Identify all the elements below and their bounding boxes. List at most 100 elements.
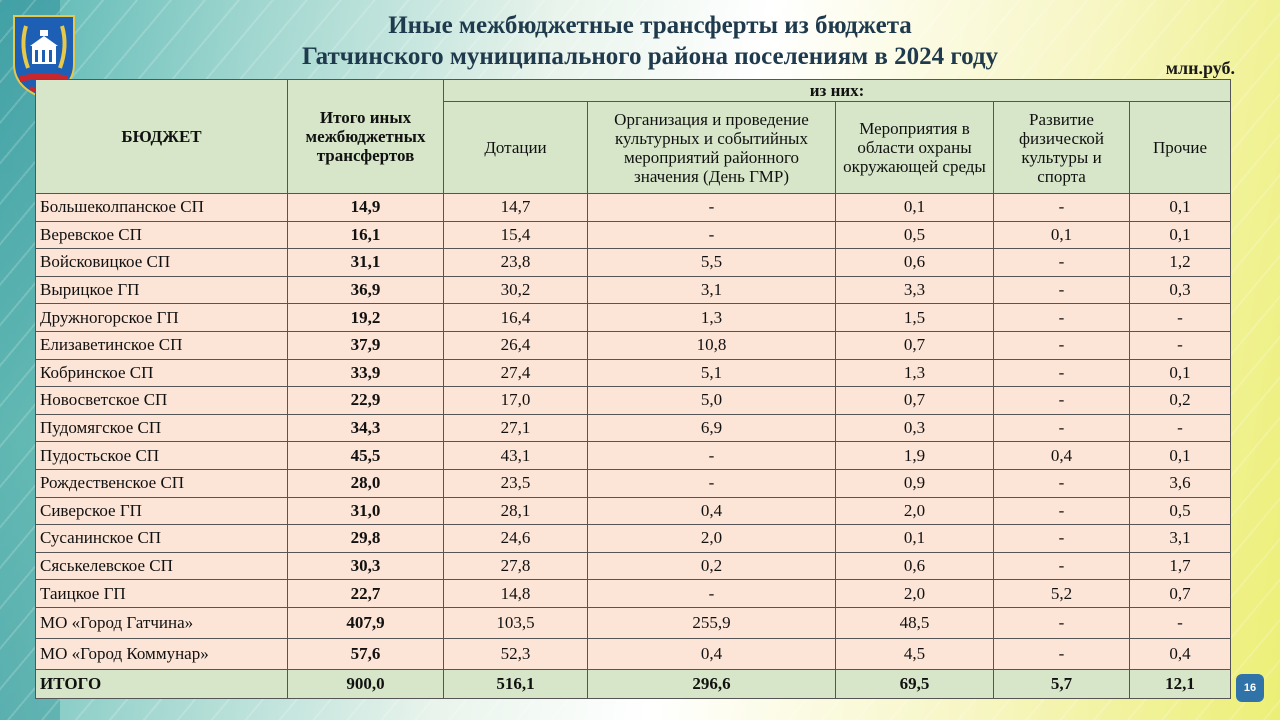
cell-sport: -	[993, 275, 1130, 305]
cell-total: 33,9	[287, 358, 444, 388]
cell-name: Рождественское СП	[35, 468, 288, 498]
cell-name: Пудомягское СП	[35, 413, 288, 443]
cell-other: -	[1128, 303, 1232, 332]
cell-ecology: 4,5	[835, 637, 994, 670]
cell-culture: 0,2	[587, 551, 836, 581]
cell-ecology: 0,6	[835, 248, 994, 277]
transfers-table: БЮДЖЕТ Итого иных межбюджетных трансферт…	[35, 79, 1232, 699]
table-row: Елизаветинское СП 37,9 26,4 10,8 0,7- -	[35, 330, 1232, 360]
cell-other: 1,2	[1128, 248, 1232, 277]
cell-culture: 6,9	[587, 413, 836, 443]
cell-name: Кобринское СП	[35, 358, 288, 388]
cell-subsidies: 27,4	[443, 358, 588, 388]
cell-name: МО «Город Коммунар»	[35, 637, 288, 670]
cell-sport: 5,2	[993, 579, 1130, 608]
cell-total: 30,3	[287, 551, 444, 581]
cell-ecology: 1,9	[835, 441, 994, 470]
cell-total: 22,9	[287, 386, 444, 415]
cell-ecology: 0,9	[835, 468, 994, 498]
cell-total: 29,8	[287, 524, 444, 553]
title-line-2: Гатчинского муниципального района поселе…	[301, 43, 999, 70]
cell-other: 3,6	[1128, 468, 1232, 498]
table-row: Сиверское ГП 31,0 28,1 0,4 2,0-0,5	[35, 496, 1232, 526]
cell-subsidies: 52,3	[443, 637, 588, 670]
cell-ecology: 2,0	[835, 496, 994, 526]
cell-culture: 5,0	[587, 386, 836, 415]
header-ecology: Мероприятия в области охраны окружающей …	[835, 101, 994, 194]
summary-other: 12,1	[1128, 668, 1232, 699]
cell-other: 0,3	[1128, 275, 1232, 305]
cell-subsidies: 24,6	[443, 524, 588, 553]
cell-name: Елизаветинское СП	[35, 330, 288, 360]
cell-culture: 0,4	[587, 637, 836, 670]
header-of-which: из них:	[442, 79, 1232, 102]
cell-name: Веревское СП	[35, 220, 288, 250]
cell-other: 3,1	[1128, 524, 1232, 553]
cell-culture: 10,8	[587, 330, 836, 360]
cell-total: 16,1	[287, 220, 444, 250]
cell-culture: 5,1	[587, 358, 836, 388]
cell-total: 14,9	[287, 193, 444, 222]
cell-subsidies: 17,0	[443, 386, 588, 415]
table-row: Рождественское СП 28,0 23,5-0,9-3,6	[35, 468, 1232, 498]
cell-culture: 255,9	[587, 606, 836, 639]
cell-other: 0,1	[1128, 193, 1232, 222]
cell-subsidies: 26,4	[443, 330, 588, 360]
summary-row: ИТОГО 900,0 516,1 296,6 69,5 5,7 12,1	[35, 668, 1232, 699]
cell-other: 0,4	[1128, 637, 1232, 670]
cell-other: -	[1128, 330, 1232, 360]
cell-subsidies: 27,8	[443, 551, 588, 581]
cell-name: Сиверское ГП	[35, 496, 288, 526]
header-subsidies: Дотации	[443, 101, 588, 194]
cell-total: 57,6	[287, 637, 444, 670]
cell-subsidies: 43,1	[443, 441, 588, 470]
cell-other: 0,7	[1128, 579, 1232, 608]
cell-total: 45,5	[287, 441, 444, 470]
header-culture: Организация и проведение культурных и со…	[587, 101, 836, 194]
cell-sport: -	[993, 386, 1130, 415]
cell-other: 0,1	[1128, 358, 1232, 388]
cell-name: Таицкое ГП	[35, 579, 288, 608]
cell-ecology: 0,5	[835, 220, 994, 250]
cell-total: 28,0	[287, 468, 444, 498]
summary-sport: 5,7	[993, 668, 1130, 699]
table-row: Новосветское СП 22,9 17,0 5,0 0,7-0,2	[35, 386, 1232, 415]
cell-sport: -	[993, 358, 1130, 388]
cell-other: -	[1128, 413, 1232, 443]
cell-sport: -	[993, 496, 1130, 526]
cell-other: 0,1	[1128, 441, 1232, 470]
cell-total: 22,7	[287, 579, 444, 608]
cell-subsidies: 103,5	[443, 606, 588, 639]
cell-other: -	[1128, 606, 1232, 639]
cell-subsidies: 23,8	[443, 248, 588, 277]
cell-culture: 2,0	[587, 524, 836, 553]
table-row: Пудостьское СП 45,5 43,1-1,9 0,4 0,1	[35, 441, 1232, 470]
cell-ecology: 1,3	[835, 358, 994, 388]
table-row: Сяськелевское СП 30,3 27,8 0,2 0,6-1,7	[35, 551, 1232, 581]
cell-sport: 0,4	[993, 441, 1130, 470]
cell-total: 37,9	[287, 330, 444, 360]
table-row: Пудомягское СП 34,3 27,1 6,9 0,3- -	[35, 413, 1232, 443]
summary-culture: 296,6	[587, 668, 836, 699]
table-row: Войсковицкое СП 31,1 23,8 5,5 0,6-1,2	[35, 248, 1232, 277]
cell-total: 36,9	[287, 275, 444, 305]
cell-name: Сяськелевское СП	[35, 551, 288, 581]
cell-ecology: 0,3	[835, 413, 994, 443]
cell-sport: -	[993, 330, 1130, 360]
cell-name: Большеколпанское СП	[35, 193, 288, 222]
cell-subsidies: 27,1	[443, 413, 588, 443]
table-row: Таицкое ГП 22,7 14,8-2,0 5,2 0,7	[35, 579, 1232, 608]
cell-sport: -	[993, 248, 1130, 277]
cell-name: Сусанинское СП	[35, 524, 288, 553]
cell-total: 31,1	[287, 248, 444, 277]
cell-name: Вырицкое ГП	[35, 275, 288, 305]
cell-total: 34,3	[287, 413, 444, 443]
cell-subsidies: 15,4	[443, 220, 588, 250]
cell-ecology: 0,1	[835, 193, 994, 222]
cell-sport: -	[993, 637, 1130, 670]
table-row: Сусанинское СП 29,8 24,6 2,0 0,1-3,1	[35, 524, 1232, 553]
cell-ecology: 0,1	[835, 524, 994, 553]
cell-ecology: 0,6	[835, 551, 994, 581]
header-budget: БЮДЖЕТ	[35, 79, 288, 194]
table-row: Дружногорское ГП 19,2 16,4 1,3 1,5- -	[35, 303, 1232, 332]
